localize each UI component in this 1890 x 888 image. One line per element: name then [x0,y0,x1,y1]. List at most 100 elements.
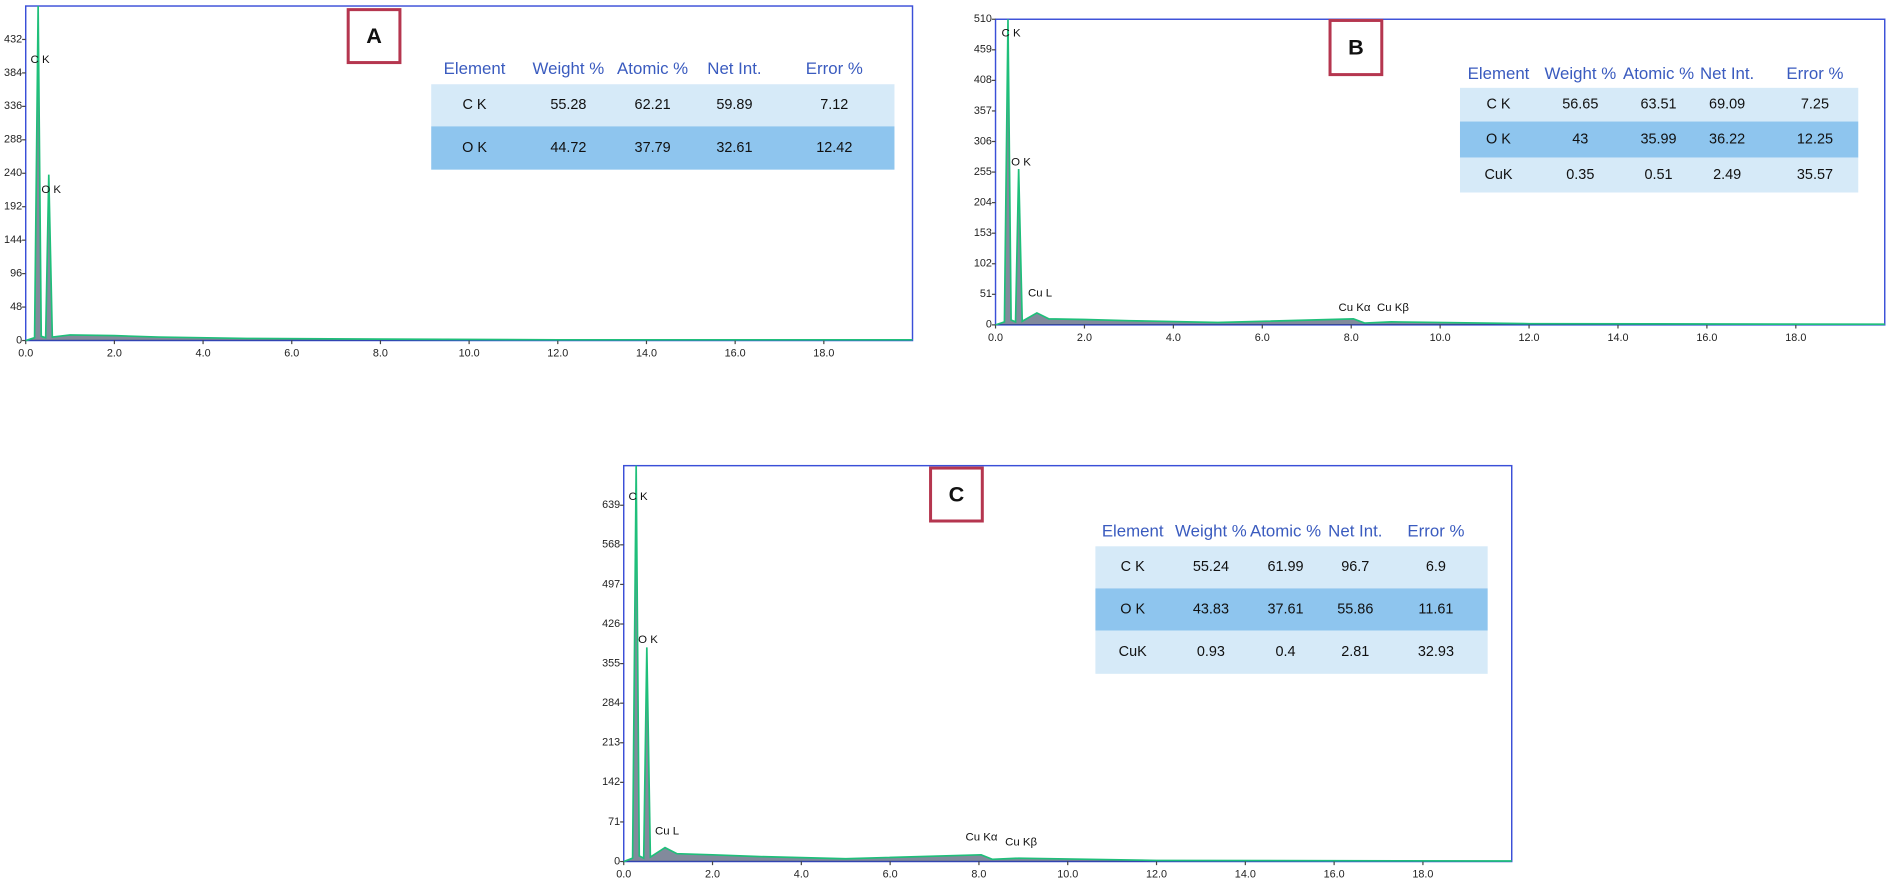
y-tick-label: 204 [974,196,992,208]
y-tick-label: 102 [974,258,992,270]
x-tick-label: 4.0 [794,869,809,881]
table-cell: 36.22 [1709,131,1745,147]
table-header: Atomic % [617,59,688,78]
table-cell: O K [1486,131,1511,147]
table-row [431,84,895,127]
x-tick-label: 2.0 [107,348,122,360]
x-tick-label: 8.0 [1344,332,1359,344]
table-header: Net Int. [1700,64,1754,83]
table-header: Net Int. [707,59,761,78]
table-cell: O K [462,140,487,156]
y-tick-label: 213 [602,737,620,749]
table-cell: 37.61 [1267,601,1303,617]
peak-label: C K [1002,28,1021,40]
y-tick-label: 639 [602,499,620,511]
y-tick-label: 192 [4,201,22,213]
y-tick-label: 153 [974,227,992,239]
x-tick-label: 16.0 [1324,869,1345,881]
y-tick-label: 306 [974,135,992,147]
y-tick-label: 426 [602,618,620,630]
table-cell: 35.57 [1797,167,1833,183]
y-tick-label: 357 [974,105,992,117]
table-row [1095,546,1488,589]
x-tick-label: 6.0 [284,348,299,360]
peak-label: O K [1011,156,1031,168]
peak-label: O K [41,184,61,196]
y-tick-label: 284 [602,697,620,709]
peak-label: Cu L [1028,288,1052,300]
x-tick-label: 8.0 [373,348,388,360]
table-header: Weight % [533,59,605,78]
table-cell: O K [1120,601,1145,617]
x-tick-label: 2.0 [705,869,720,881]
peak-label: Cu Kα [1338,302,1370,314]
peak-label: C K [629,491,648,503]
table-cell: 63.51 [1640,96,1676,112]
table-cell: 44.72 [550,140,586,156]
y-tick-label: 288 [4,134,22,146]
x-tick-label: 6.0 [883,869,898,881]
x-tick-label: 14.0 [1235,869,1256,881]
x-tick-label: 0.0 [988,332,1003,344]
table-header: Weight % [1175,521,1247,540]
table-cell: 2.81 [1341,644,1369,660]
y-tick-label: 96 [10,267,22,279]
x-tick-label: 16.0 [725,348,746,360]
table-cell: 12.25 [1797,131,1833,147]
table-cell: 96.7 [1341,559,1369,575]
spectrum-line [25,6,913,342]
table-header: Error % [1407,521,1464,540]
table-cell: 7.25 [1801,96,1829,112]
x-tick-label: 12.0 [547,348,568,360]
x-tick-label: 16.0 [1696,332,1717,344]
table-cell: 35.99 [1640,131,1676,147]
x-tick-label: 10.0 [459,348,480,360]
table-cell: 62.21 [635,97,671,113]
table-cell: 37.79 [635,140,671,156]
spectrum-area [25,6,913,341]
y-tick-label: 497 [602,578,620,590]
spectrum-line [623,465,1512,863]
plot-frame [24,5,914,342]
table-cell: 7.12 [820,97,848,113]
x-tick-label: 4.0 [196,348,211,360]
table-row [431,126,895,170]
y-tick-label: 568 [602,539,620,551]
panel-label: A [366,23,382,48]
table-header: Error % [1786,64,1843,83]
table-cell: 55.86 [1337,601,1373,617]
table-cell: 11.61 [1418,601,1453,617]
y-tick-label: 240 [4,167,22,179]
table-header: Atomic % [1623,64,1694,83]
y-tick-label: 408 [974,74,992,86]
x-tick-label: 12.0 [1146,869,1167,881]
table-cell: 59.89 [716,97,752,113]
y-tick-label: 0 [614,855,620,867]
table-cell: 32.93 [1418,644,1454,660]
peak-label: C K [31,54,50,66]
table-cell: 43.83 [1193,601,1229,617]
table-cell: CuK [1119,644,1147,660]
table-header: Element [444,59,506,78]
table-cell: 61.99 [1267,559,1303,575]
x-tick-label: 0.0 [616,869,631,881]
table-header: Weight % [1544,64,1616,83]
table-cell: C K [463,97,487,113]
table-cell: 56.65 [1562,96,1598,112]
table-cell: C K [1486,96,1510,112]
x-tick-label: 18.0 [1785,332,1806,344]
y-tick-label: 48 [10,301,22,313]
x-tick-label: 10.0 [1057,869,1078,881]
y-tick-label: 51 [980,288,992,300]
table-cell: 6.9 [1426,559,1446,575]
table-row [1095,588,1488,631]
spectrum-line [995,19,1885,326]
y-tick-label: 510 [974,13,992,25]
y-tick-label: 0 [16,334,22,346]
peak-label: Cu Kβ [1377,302,1409,314]
table-row [1459,121,1859,158]
y-tick-label: 142 [602,776,620,788]
y-tick-label: 0 [986,319,992,331]
panel-label-box [929,466,984,523]
peak-label: O K [638,634,658,646]
